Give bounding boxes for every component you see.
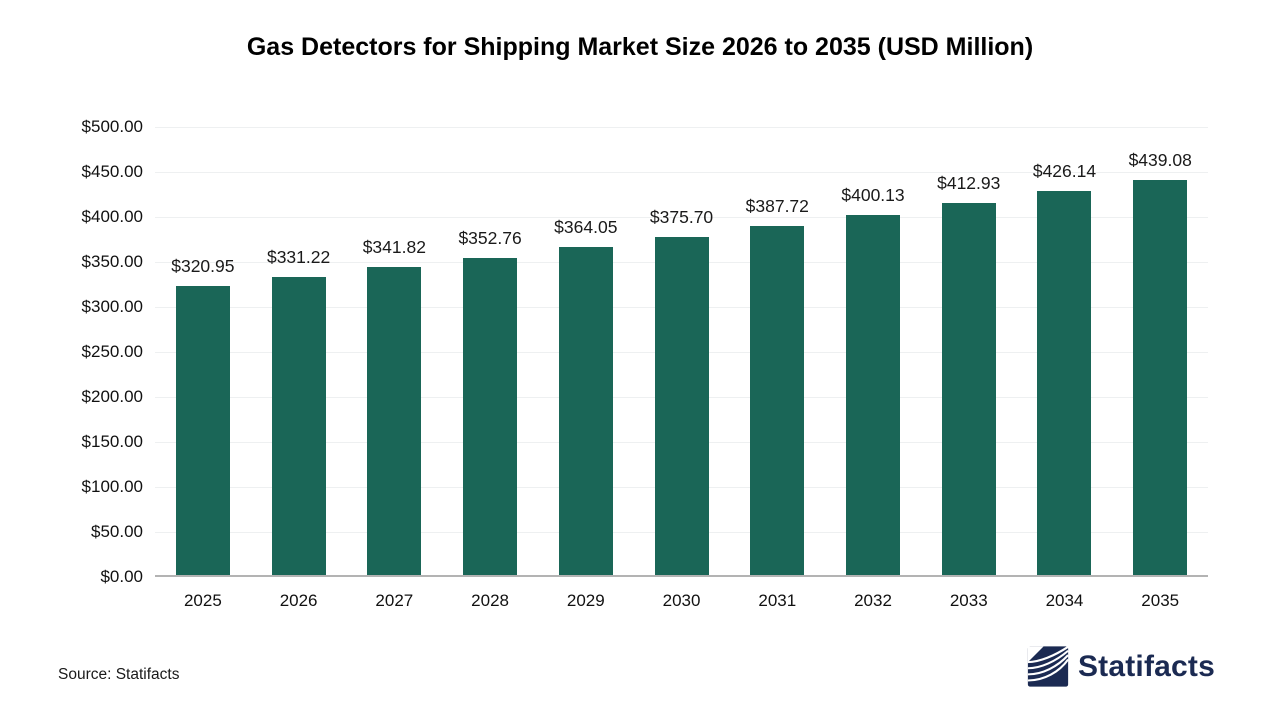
bar-column: $412.93 (921, 127, 1017, 575)
bar-value-label: $439.08 (1128, 149, 1192, 170)
bar (558, 247, 613, 575)
bar-column: $439.08 (1112, 127, 1208, 575)
statifacts-logo-text: Statifacts (1077, 649, 1215, 683)
x-tick-label: 2029 (566, 591, 605, 610)
statifacts-wave-icon (1027, 645, 1069, 687)
plot-area: $320.95 $331.22 $341.82 $352.76 $364.05 $375.… (155, 127, 1208, 577)
y-tick-label: $50.00 (91, 522, 143, 541)
bar (654, 236, 709, 575)
bar-value-label: $412.93 (937, 173, 1001, 194)
bar-value-label: $352.76 (458, 227, 522, 248)
x-tick-label: 2027 (375, 591, 414, 610)
bar (750, 226, 805, 575)
bar-value-label: $387.72 (745, 196, 809, 217)
x-tick-label: 2032 (854, 591, 892, 610)
y-tick-label: $250.00 (81, 342, 143, 361)
x-tick-label: 2031 (758, 591, 797, 610)
bar (941, 203, 996, 575)
bar-column: $320.95 (155, 127, 251, 575)
footer: Source: Statifacts Statifacts (0, 634, 1280, 720)
x-tick-label: 2034 (1045, 591, 1084, 610)
bar-column: $400.13 (825, 127, 921, 575)
y-tick-label: $0.00 (100, 567, 143, 586)
bar-column: $352.76 (442, 127, 538, 575)
bar-value-label: $320.95 (171, 256, 235, 277)
bar (271, 276, 326, 575)
chart-title: Gas Detectors for Shipping Market Size 2… (246, 33, 1034, 61)
y-tick-label: $300.00 (81, 297, 143, 316)
x-axis: 2025 2026 2027 2028 2029 2030 2031 2032 2033 2034… (155, 591, 1208, 611)
y-tick-label: $150.00 (81, 432, 143, 451)
y-tick-label: $400.00 (81, 207, 143, 226)
bar-value-label: $375.70 (649, 206, 714, 227)
bar (1037, 191, 1092, 575)
x-tick-label: 2035 (1141, 591, 1180, 610)
y-tick-label: $100.00 (81, 477, 143, 496)
x-tick-label: 2028 (471, 591, 509, 610)
bar-column: $331.22 (251, 127, 347, 575)
bar-value-label: $426.14 (1032, 161, 1097, 182)
bar-value-label: $364.05 (554, 217, 618, 238)
x-tick-label: 2033 (949, 591, 988, 610)
bar-column: $364.05 (538, 127, 634, 575)
statifacts-logo: Statifacts (1027, 644, 1215, 689)
gridline (155, 217, 1208, 218)
bar (846, 214, 900, 575)
bar-value-label: $341.82 (362, 237, 426, 258)
y-tick-label: $200.00 (81, 387, 143, 406)
x-tick-label: 2025 (183, 591, 222, 610)
y-tick-label: $450.00 (81, 162, 143, 181)
x-tick-label: 2026 (279, 591, 318, 610)
gridline (155, 127, 1208, 128)
gridline (155, 172, 1208, 173)
x-tick-label: 2030 (662, 591, 701, 610)
bar-column: $341.82 (346, 127, 442, 575)
y-tick-label: $500.00 (81, 117, 143, 136)
y-axis: $500.00 $450.00 $400.00 $350.00 $300.00 $250.… (0, 117, 143, 586)
bar-column: $426.14 (1017, 127, 1113, 575)
y-tick-label: $350.00 (81, 252, 143, 271)
source-text: Source: Statifacts (58, 666, 180, 683)
bar (367, 267, 422, 575)
bar-value-label: $331.22 (266, 246, 331, 267)
bar (175, 286, 230, 575)
bar-series: $320.95 $331.22 $341.82 $352.76 $364.05 $375.… (155, 127, 1208, 575)
bar-column: $387.72 (729, 127, 825, 575)
bar-value-label: $400.13 (841, 184, 905, 205)
bar-column: $375.70 (634, 127, 730, 575)
bar (463, 257, 518, 575)
bar (1133, 179, 1188, 575)
